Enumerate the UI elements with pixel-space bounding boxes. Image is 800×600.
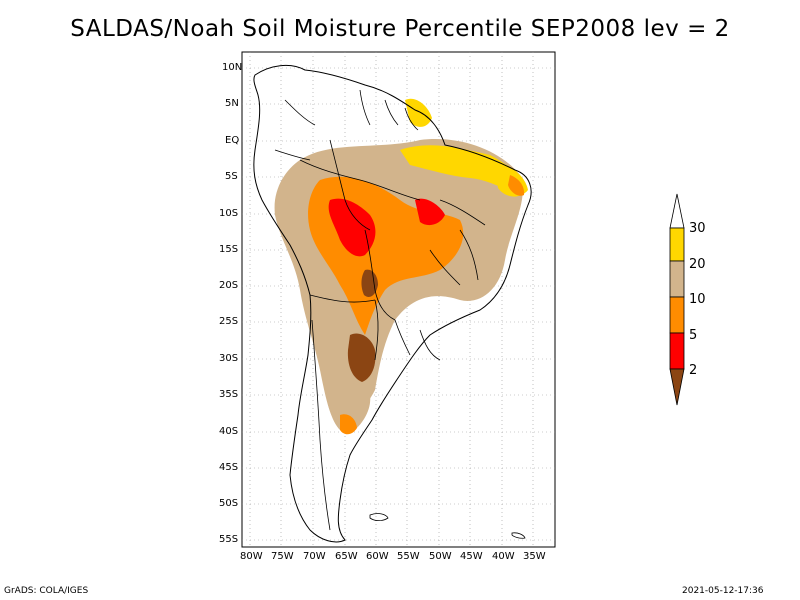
falkland-islands	[369, 513, 389, 522]
lat-label: 55S	[219, 534, 239, 545]
lat-label: 25S	[219, 316, 239, 327]
colorbar-label: 30	[689, 221, 706, 236]
region-tan-south	[325, 378, 371, 432]
footer-credit: GrADS: COLA/IGES	[4, 586, 89, 596]
region-yellow-guiana	[405, 98, 432, 127]
region-red-central	[328, 198, 376, 257]
lon-label: 50W	[429, 551, 452, 562]
lat-label: 10S	[219, 208, 239, 219]
colorbar-label: 10	[689, 292, 706, 307]
lat-label: 30S	[219, 353, 239, 364]
region-orange-south	[340, 414, 357, 435]
lon-label: 65W	[335, 551, 358, 562]
colorbar-label: 20	[689, 257, 706, 272]
south-georgia	[511, 532, 526, 539]
lat-label: 5N	[225, 98, 239, 109]
colorbar-swatch-10-5	[669, 296, 685, 334]
lon-label: 35W	[523, 551, 546, 562]
lon-label: 75W	[271, 551, 294, 562]
lon-label: 40W	[492, 551, 515, 562]
map-title: SALDAS/Noah Soil Moisture Percentile SEP…	[70, 16, 730, 42]
lat-label: 10N	[222, 62, 243, 73]
colorbar-swatch-30-20	[669, 227, 685, 262]
footer-timestamp: 2021-05-12-17:36	[682, 586, 764, 596]
continent-outline	[253, 64, 532, 543]
shaded-regions	[274, 98, 528, 435]
country-borders	[274, 89, 486, 531]
lon-label: 55W	[397, 551, 420, 562]
lat-label: 15S	[219, 244, 239, 255]
lon-label: 80W	[240, 551, 263, 562]
colorbar-top-triangle	[669, 193, 685, 229]
region-red-east	[415, 198, 445, 226]
lat-label: 35S	[219, 389, 239, 400]
lat-label: 45S	[219, 462, 239, 473]
lat-label: 5S	[225, 171, 238, 182]
lat-label: 40S	[219, 426, 239, 437]
colorbar	[669, 193, 685, 406]
lat-label: 20S	[219, 280, 239, 291]
lat-label: 50S	[219, 498, 239, 509]
lon-label: 70W	[303, 551, 326, 562]
lon-label: 45W	[460, 551, 483, 562]
colorbar-swatch-20-10	[669, 260, 685, 298]
colorbar-swatch-5-2	[669, 332, 685, 370]
region-brown-central	[361, 269, 378, 297]
colorbar-label: 5	[689, 328, 698, 343]
region-yellow-north	[400, 145, 521, 195]
lat-label: EQ	[225, 135, 240, 146]
colorbar-bottom-triangle	[669, 368, 685, 406]
region-brown-pampas	[347, 333, 376, 382]
region-orange-ne	[508, 175, 525, 196]
colorbar-label: 2	[689, 363, 698, 378]
lon-label: 60W	[366, 551, 389, 562]
